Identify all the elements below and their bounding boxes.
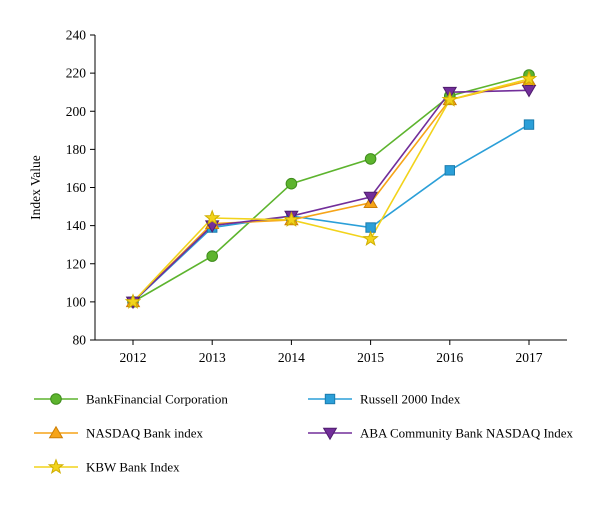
series-line-aba-community-bank-nasdaq-index xyxy=(132,89,530,303)
y-tick-label: 180 xyxy=(66,142,87,157)
series-line-nasdaq-bank-index xyxy=(132,79,530,303)
square-marker-icon xyxy=(523,119,535,130)
circle-marker-icon xyxy=(50,393,62,405)
legend-label: BankFinancial Corporation xyxy=(86,392,228,407)
circle-marker-icon xyxy=(364,153,377,165)
series-markers-nasdaq-bank-index xyxy=(125,73,537,308)
x-tick-label: 2012 xyxy=(120,350,147,365)
x-tick-label: 2014 xyxy=(278,350,305,365)
star-marker-icon xyxy=(441,91,459,107)
x-tick-label: 2016 xyxy=(436,350,463,365)
series-line-kbw-bank-index xyxy=(132,78,530,303)
legend-label: Russell 2000 Index xyxy=(360,392,461,407)
y-tick-label: 240 xyxy=(66,28,87,43)
triangle-up-marker-icon xyxy=(48,425,64,439)
y-tick-label: 80 xyxy=(73,333,87,348)
legend-item-aba-community-bank-nasdaq-index: ABA Community Bank NASDAQ Index xyxy=(308,426,574,441)
legend-label: NASDAQ Bank index xyxy=(86,426,203,441)
series-markers-aba-community-bank-nasdaq-index xyxy=(125,84,537,310)
y-tick-label: 220 xyxy=(66,66,87,81)
y-axis-title: Index Value xyxy=(28,155,43,220)
series-markers-russell-2000-index xyxy=(127,119,535,308)
y-tick-label: 140 xyxy=(66,218,87,233)
x-tick-label: 2013 xyxy=(199,350,226,365)
series-line-russell-2000-index xyxy=(132,123,530,303)
series-markers-kbw-bank-index xyxy=(124,70,538,309)
chart-legend: BankFinancial Corporation Russell 2000 In… xyxy=(34,392,574,475)
star-marker-icon xyxy=(362,230,379,246)
triangle-down-marker-icon xyxy=(521,84,537,98)
square-marker-icon xyxy=(324,393,336,405)
circle-marker-icon xyxy=(285,177,298,190)
triangle-down-marker-icon xyxy=(322,427,338,441)
legend-label: KBW Bank Index xyxy=(86,460,180,475)
star-marker-icon xyxy=(47,458,65,474)
square-marker-icon xyxy=(444,165,456,176)
star-marker-icon xyxy=(520,70,538,86)
x-tick-label: 2015 xyxy=(357,350,384,365)
y-tick-label: 100 xyxy=(66,294,87,309)
star-marker-icon xyxy=(283,211,300,227)
legend-item-nasdaq-bank-index: NASDAQ Bank index xyxy=(34,426,203,441)
x-tick-label: 2017 xyxy=(516,350,543,365)
series-line-bankfinancial-corporation xyxy=(132,74,530,303)
legend-item-kbw-bank-index: KBW Bank Index xyxy=(34,458,180,475)
y-tick-label: 200 xyxy=(66,104,87,119)
legend-item-russell-2000-index: Russell 2000 Index xyxy=(308,392,461,407)
y-tick-label: 120 xyxy=(66,256,87,271)
chart-axes: 80 100 120 140 160 180 200 220 240 2012 2013 2014 20… xyxy=(66,28,567,365)
legend-item-bankfinancial-corporation: BankFinancial Corporation xyxy=(34,392,228,407)
star-marker-icon xyxy=(203,209,221,225)
circle-marker-icon xyxy=(206,250,218,262)
y-tick-label: 160 xyxy=(66,180,87,195)
star-marker-icon xyxy=(124,293,142,309)
series-markers-bankfinancial-corporation xyxy=(127,69,535,308)
legend-label: ABA Community Bank NASDAQ Index xyxy=(360,426,574,441)
triangle-down-marker-icon xyxy=(363,191,378,205)
